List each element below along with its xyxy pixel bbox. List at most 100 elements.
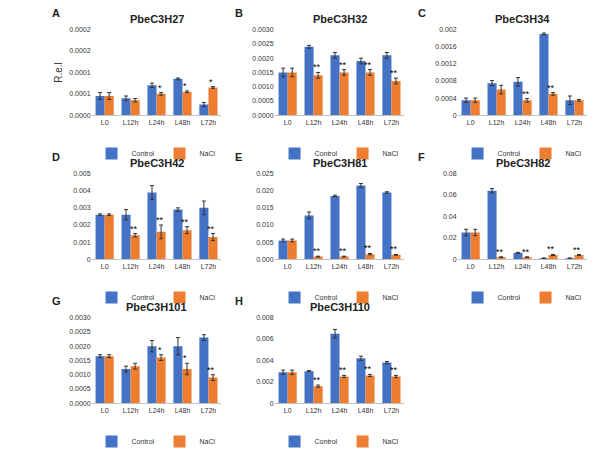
svg-text:L24h: L24h (149, 407, 165, 414)
svg-text:0.002: 0.002 (73, 221, 91, 228)
svg-text:L48h: L48h (358, 263, 374, 270)
svg-text:L24h: L24h (149, 119, 165, 126)
svg-text:0.0000: 0.0000 (69, 112, 91, 119)
svg-text:*: * (183, 353, 187, 363)
svg-text:NaCl: NaCl (200, 294, 216, 301)
svg-text:L0: L0 (101, 119, 109, 126)
svg-text:**: ** (181, 217, 189, 227)
svg-text:PbeC3H27: PbeC3H27 (130, 13, 184, 25)
svg-text:Control: Control (132, 150, 155, 157)
svg-text:L24h: L24h (515, 119, 531, 126)
svg-text:0: 0 (453, 256, 457, 263)
svg-text:**: ** (390, 365, 398, 375)
svg-text:L72h: L72h (201, 263, 217, 270)
svg-text:0.0008: 0.0008 (435, 77, 457, 84)
svg-text:L24h: L24h (332, 263, 348, 270)
svg-text:L0: L0 (467, 119, 475, 126)
svg-text:L12h: L12h (306, 119, 322, 126)
svg-text:*: * (183, 81, 187, 91)
svg-text:PbeC3H42: PbeC3H42 (130, 157, 184, 169)
svg-text:*: * (209, 77, 213, 87)
svg-text:0.06: 0.06 (443, 191, 457, 198)
svg-text:L48h: L48h (358, 119, 374, 126)
svg-text:L12h: L12h (123, 263, 139, 270)
svg-text:NaCl: NaCl (383, 294, 399, 301)
svg-text:L24h: L24h (149, 263, 165, 270)
svg-text:E: E (235, 151, 242, 163)
svg-text:L48h: L48h (175, 407, 191, 414)
svg-text:0.0005: 0.0005 (252, 97, 274, 104)
svg-text:L24h: L24h (515, 263, 531, 270)
svg-text:**: ** (339, 365, 347, 375)
svg-text:0.004: 0.004 (73, 187, 91, 194)
svg-text:0.008: 0.008 (256, 314, 274, 321)
svg-text:D: D (52, 151, 60, 163)
svg-text:0.0025: 0.0025 (69, 328, 91, 335)
svg-text:G: G (52, 295, 61, 307)
svg-text:0: 0 (87, 256, 91, 263)
svg-text:0.0001: 0.0001 (69, 69, 91, 76)
svg-text:Control: Control (315, 150, 338, 157)
svg-text:Control: Control (315, 294, 338, 301)
svg-text:R.e.l: R.e.l (53, 62, 64, 83)
svg-text:**: ** (547, 244, 555, 254)
svg-text:NaCl: NaCl (566, 294, 582, 301)
svg-text:L12h: L12h (123, 407, 139, 414)
svg-text:**: ** (339, 60, 347, 70)
svg-text:0.006: 0.006 (256, 335, 274, 342)
svg-text:L12h: L12h (123, 119, 139, 126)
svg-text:L48h: L48h (175, 119, 191, 126)
svg-text:**: ** (364, 60, 372, 70)
svg-text:**: ** (522, 247, 530, 257)
svg-text:0.0010: 0.0010 (69, 371, 91, 378)
svg-text:0.004: 0.004 (256, 357, 274, 364)
svg-text:0.0010: 0.0010 (252, 83, 274, 90)
svg-text:L72h: L72h (384, 119, 400, 126)
svg-text:0.002: 0.002 (439, 26, 457, 33)
svg-text:NaCl: NaCl (383, 150, 399, 157)
svg-text:L48h: L48h (175, 263, 191, 270)
svg-text:**: ** (364, 243, 372, 253)
svg-text:0.005: 0.005 (256, 239, 274, 246)
svg-text:**: ** (339, 246, 347, 256)
svg-text:**: ** (573, 245, 581, 255)
svg-text:0.0000: 0.0000 (252, 112, 274, 119)
svg-text:NaCl: NaCl (566, 150, 582, 157)
svg-text:0.0016: 0.0016 (435, 43, 457, 50)
svg-text:L24h: L24h (332, 407, 348, 414)
svg-text:0.025: 0.025 (256, 170, 274, 177)
svg-text:H: H (235, 295, 243, 307)
svg-text:PbeC3H101: PbeC3H101 (126, 301, 187, 313)
svg-text:L12h: L12h (489, 119, 505, 126)
svg-text:L72h: L72h (201, 407, 217, 414)
svg-text:L48h: L48h (541, 263, 557, 270)
svg-text:PbeC3H110: PbeC3H110 (310, 301, 370, 313)
svg-text:0.010: 0.010 (256, 221, 274, 228)
svg-text:0.0015: 0.0015 (252, 69, 274, 76)
svg-text:0: 0 (453, 112, 457, 119)
svg-text:**: ** (390, 68, 398, 78)
svg-text:0.005: 0.005 (73, 170, 91, 177)
svg-text:*: * (158, 345, 162, 355)
svg-text:**: ** (547, 83, 555, 93)
svg-text:L72h: L72h (201, 119, 217, 126)
svg-text:**: ** (313, 246, 321, 256)
svg-text:PbeC3H32: PbeC3H32 (313, 13, 367, 25)
svg-text:L48h: L48h (358, 407, 374, 414)
svg-text:L0: L0 (467, 263, 475, 270)
svg-text:F: F (418, 151, 425, 163)
svg-text:*: * (158, 83, 162, 93)
svg-text:0.0004: 0.0004 (435, 95, 457, 102)
svg-text:**: ** (207, 224, 215, 234)
svg-text:0: 0 (270, 400, 274, 407)
svg-text:0.08: 0.08 (443, 170, 457, 177)
svg-text:PbeC3H82: PbeC3H82 (496, 157, 550, 169)
svg-text:0.0015: 0.0015 (69, 357, 91, 364)
svg-text:**: ** (156, 215, 164, 225)
svg-text:L72h: L72h (384, 263, 400, 270)
svg-text:L24h: L24h (332, 119, 348, 126)
svg-text:0.0020: 0.0020 (69, 343, 91, 350)
svg-text:0.04: 0.04 (443, 213, 457, 220)
svg-text:NaCl: NaCl (383, 438, 399, 445)
svg-text:Control: Control (132, 438, 155, 445)
